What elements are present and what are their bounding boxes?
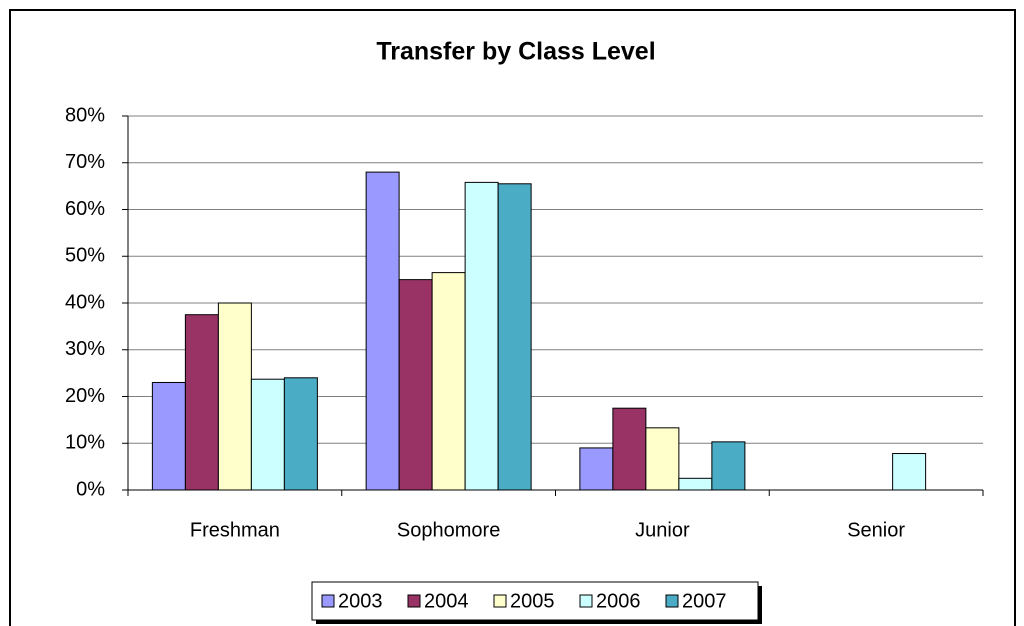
bar bbox=[250, 378, 285, 491]
bar bbox=[464, 181, 499, 491]
bar bbox=[678, 477, 713, 491]
bar bbox=[711, 441, 746, 491]
legend bbox=[311, 581, 759, 621]
legend-label: 2004 bbox=[424, 590, 469, 612]
x-tick-label: Junior bbox=[635, 519, 690, 541]
x-tick-label: Senior bbox=[847, 519, 905, 541]
y-tick-label: 50% bbox=[65, 245, 105, 267]
y-tick-label: 70% bbox=[65, 151, 105, 173]
legend-swatch bbox=[579, 594, 593, 608]
y-tick-label: 40% bbox=[65, 291, 105, 313]
y-tick-label: 60% bbox=[65, 198, 105, 220]
bar bbox=[431, 272, 466, 491]
x-tick-label: Sophomore bbox=[397, 519, 500, 541]
legend-label: 2005 bbox=[510, 590, 555, 612]
bar bbox=[612, 407, 647, 491]
bar bbox=[184, 314, 219, 491]
bar bbox=[217, 302, 252, 491]
legend-swatch bbox=[407, 594, 421, 608]
legend-swatch bbox=[493, 594, 507, 608]
bar bbox=[645, 427, 680, 491]
y-tick-label: 0% bbox=[76, 478, 105, 500]
chart-title: Transfer by Class Level bbox=[376, 38, 655, 66]
legend-swatch bbox=[321, 594, 335, 608]
bar bbox=[365, 171, 400, 491]
bar bbox=[497, 183, 532, 491]
bar bbox=[283, 377, 318, 491]
bar bbox=[579, 447, 614, 491]
y-tick-label: 10% bbox=[65, 432, 105, 454]
y-tick-label: 30% bbox=[65, 338, 105, 360]
x-tick-label: Freshman bbox=[190, 519, 280, 541]
legend-swatch bbox=[665, 594, 679, 608]
bar bbox=[151, 381, 186, 491]
legend-label: 2007 bbox=[682, 590, 727, 612]
legend-label: 2006 bbox=[596, 590, 641, 612]
bar bbox=[398, 279, 433, 491]
y-tick-label: 20% bbox=[65, 385, 105, 407]
bar bbox=[892, 453, 927, 491]
legend-label: 2003 bbox=[338, 590, 383, 612]
y-tick-label: 80% bbox=[65, 104, 105, 126]
